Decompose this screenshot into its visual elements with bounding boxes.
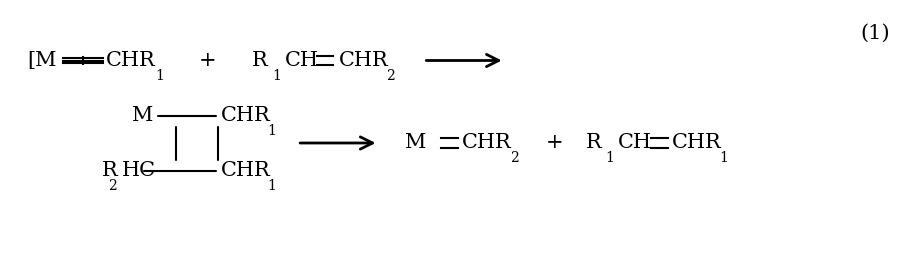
Text: M: M bbox=[405, 133, 427, 153]
Text: CH: CH bbox=[285, 51, 319, 70]
Text: [M: [M bbox=[27, 51, 57, 70]
Text: 1: 1 bbox=[605, 151, 614, 165]
Text: 2: 2 bbox=[510, 151, 519, 165]
Text: 1: 1 bbox=[155, 69, 164, 82]
Text: CHR: CHR bbox=[339, 51, 388, 70]
Text: 2: 2 bbox=[108, 179, 117, 192]
Text: CHR: CHR bbox=[221, 161, 270, 180]
Text: 1: 1 bbox=[268, 124, 277, 138]
Text: CHR: CHR bbox=[462, 133, 512, 153]
Text: R: R bbox=[586, 133, 601, 153]
Text: (1): (1) bbox=[860, 23, 890, 43]
Text: CHR: CHR bbox=[672, 133, 722, 153]
Text: +: + bbox=[198, 51, 216, 70]
Text: CHR: CHR bbox=[106, 51, 156, 70]
Text: 1: 1 bbox=[268, 179, 277, 192]
Text: 2: 2 bbox=[386, 69, 395, 82]
Text: CH: CH bbox=[618, 133, 652, 153]
Text: CHR: CHR bbox=[221, 106, 270, 125]
Text: R: R bbox=[252, 51, 268, 70]
Text: +: + bbox=[545, 133, 563, 153]
Text: HC: HC bbox=[122, 161, 156, 180]
Text: R: R bbox=[102, 161, 117, 180]
Text: M: M bbox=[132, 106, 153, 125]
Text: 1: 1 bbox=[272, 69, 281, 82]
Text: 1: 1 bbox=[719, 151, 728, 165]
